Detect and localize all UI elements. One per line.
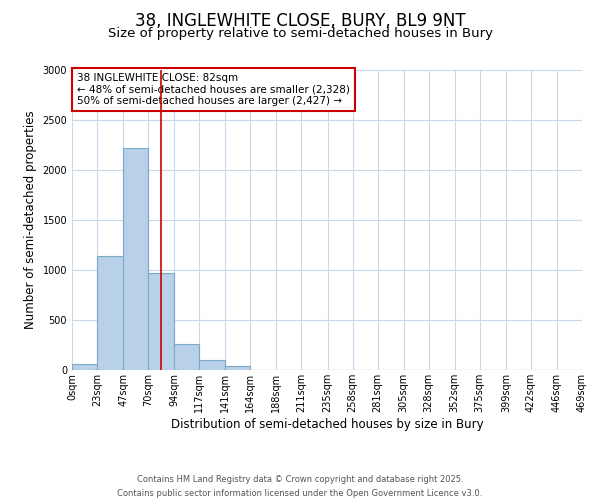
Text: Size of property relative to semi-detached houses in Bury: Size of property relative to semi-detach… [107,28,493,40]
Bar [174,344,199,370]
Bar [123,148,148,370]
Bar [199,360,226,370]
Text: Contains HM Land Registry data © Crown copyright and database right 2025.
Contai: Contains HM Land Registry data © Crown c… [118,476,482,498]
Text: 38 INGLEWHITE CLOSE: 82sqm
← 48% of semi-detached houses are smaller (2,328)
50%: 38 INGLEWHITE CLOSE: 82sqm ← 48% of semi… [77,73,350,106]
Y-axis label: Number of semi-detached properties: Number of semi-detached properties [24,110,37,330]
Text: 38, INGLEWHITE CLOSE, BURY, BL9 9NT: 38, INGLEWHITE CLOSE, BURY, BL9 9NT [134,12,466,30]
Bar [72,364,97,370]
X-axis label: Distribution of semi-detached houses by size in Bury: Distribution of semi-detached houses by … [170,418,484,430]
Bar [97,256,123,370]
Bar [148,273,174,370]
Bar [226,366,250,370]
